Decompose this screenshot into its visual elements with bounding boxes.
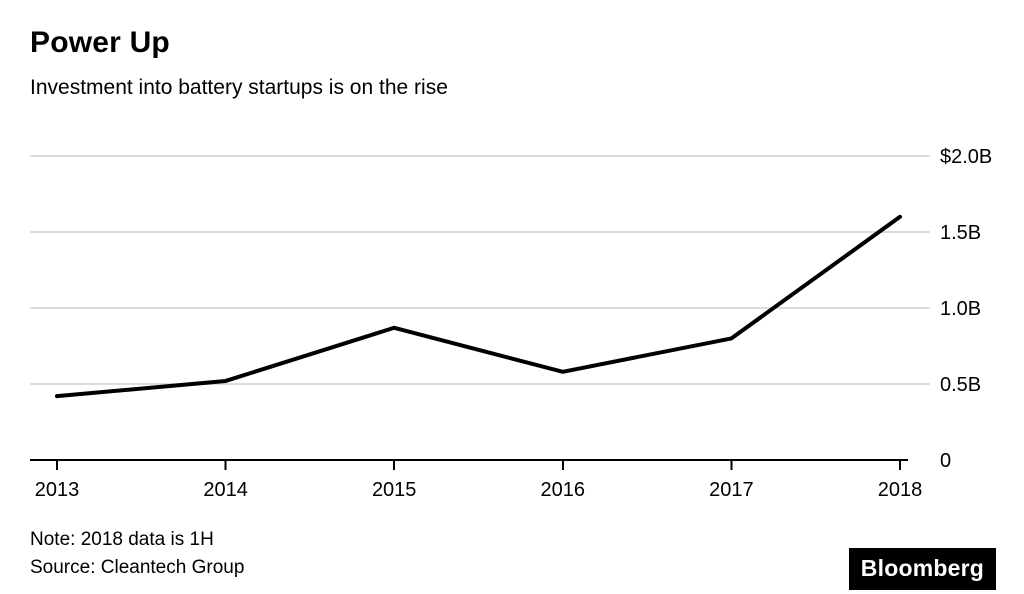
line-chart-canvas: $2.0B 1.5B 1.0B 0.5B 0 2013 2014 2015 2016 2017 20… bbox=[30, 146, 992, 501]
x-axis-tick-label: 2014 bbox=[203, 479, 248, 501]
bloomberg-logo: Bloomberg bbox=[848, 548, 996, 590]
line-chart: $2.0B 1.5B 1.0B 0.5B 0 2013 2014 2015 2016 2017 20… bbox=[0, 132, 1024, 510]
chart-footnotes: Note: 2018 data is 1H Source: Cleantech … bbox=[30, 526, 244, 582]
x-axis-tick-label: 2015 bbox=[372, 479, 417, 501]
x-axis-tick-label: 2018 bbox=[878, 479, 923, 501]
x-axis-tick-label: 2013 bbox=[35, 479, 80, 501]
chart-note: Note: 2018 data is 1H bbox=[30, 529, 214, 550]
chart-subtitle: Investment into battery startups is on t… bbox=[30, 76, 448, 99]
y-axis-tick-label: 1.0B bbox=[940, 298, 981, 320]
y-axis-tick-label: 0.5B bbox=[940, 374, 981, 396]
y-axis-tick-label: 0 bbox=[940, 450, 951, 472]
x-axis-tick-label: 2017 bbox=[709, 479, 754, 501]
chart-title: Power Up bbox=[30, 26, 170, 59]
data-line bbox=[55, 214, 902, 399]
chart-source: Source: Cleantech Group bbox=[30, 557, 245, 578]
y-axis-tick-label: $2.0B bbox=[940, 146, 992, 168]
y-axis-tick-label: 1.5B bbox=[940, 222, 981, 244]
x-axis-tick-label: 2016 bbox=[541, 479, 586, 501]
